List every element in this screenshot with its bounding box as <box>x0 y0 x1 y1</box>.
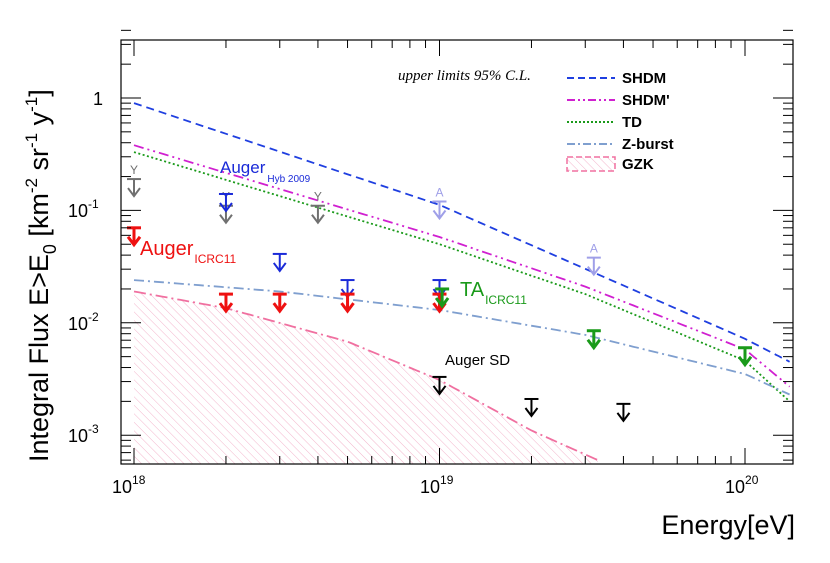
upper-limit-tag: A <box>435 186 443 200</box>
upper-limit-ta-icrc11 <box>586 329 602 351</box>
label-auger-hyb: AugerHyb 2009 <box>220 158 311 185</box>
legend-label-shdm-prime: SHDM' <box>622 92 670 109</box>
upper-limit-auger-icrc11 <box>218 292 234 314</box>
upper-limit-ta-icrc11 <box>737 346 753 368</box>
legend-swatch-gzk <box>566 156 616 172</box>
gzk-hatched-area <box>134 291 598 464</box>
y-axis-title: Integral Flux E>E0 [km-2 sr-1 y-1] <box>22 89 60 462</box>
y-tick-label-0: 1 <box>93 89 103 109</box>
upper-limit-y: Y <box>310 190 325 225</box>
x-axis-title: Energy[eV] <box>661 510 795 540</box>
x-tick-label-19: 1019 <box>420 473 454 497</box>
y-tick-label-neg2: 10-2 <box>68 310 99 334</box>
legend-label-gzk: GZK <box>622 156 654 173</box>
upper-limit-a: A <box>432 186 447 221</box>
upper-limits-note: upper limits 95% C.L. <box>398 68 531 84</box>
curve-gzk <box>133 290 599 461</box>
y-axis-ticks <box>121 29 793 461</box>
upper-limit-y: Y <box>127 163 141 198</box>
upper-limit-ta-icrc11 <box>434 287 450 309</box>
upper-limit-auger-icrc11 <box>272 292 287 314</box>
plot-frame <box>120 39 794 465</box>
x-tick-label-20: 1020 <box>725 473 759 497</box>
upper-limit-auger-hyb-2009 <box>218 192 233 213</box>
curve-td <box>133 151 791 403</box>
y-tick-label-neg3: 10-3 <box>68 422 99 446</box>
x-axis-ticks <box>133 40 746 464</box>
upper-limit-auger-icrc11 <box>340 292 355 314</box>
legend-label-shdm: SHDM <box>622 70 666 87</box>
upper-limit-auger-hyb-2009 <box>272 252 287 273</box>
upper-limit-auger-sd <box>524 397 539 418</box>
upper-limit-tag: Y <box>314 190 322 204</box>
upper-limit-auger-sd <box>616 402 631 423</box>
label-auger-sd: Auger SD <box>445 352 510 369</box>
label-auger-icrc11: AugerICRC11 <box>140 238 236 266</box>
upper-limit-auger-sd <box>432 375 447 396</box>
legend-label-td: TD <box>622 114 642 131</box>
legend: SHDM SHDM' TD Z-burst GZK <box>566 70 674 173</box>
label-ta-icrc11: TAICRC11 <box>460 279 527 307</box>
upper-limit-tag: Y <box>130 163 138 177</box>
x-tick-label-18: 1018 <box>112 473 146 497</box>
legend-label-z-burst: Z-burst <box>622 136 674 153</box>
upper-limit-tag: A <box>590 242 598 256</box>
curve-z-burst <box>133 279 790 396</box>
y-tick-label-neg1: 10-1 <box>68 197 99 221</box>
upper-limit-auger-icrc11 <box>126 226 142 248</box>
upper-limit-a: A <box>586 242 601 277</box>
upper-limit-markers: YYYAA <box>126 163 753 423</box>
gzk-area-fill <box>134 291 598 464</box>
curve-shdm- <box>133 144 791 388</box>
